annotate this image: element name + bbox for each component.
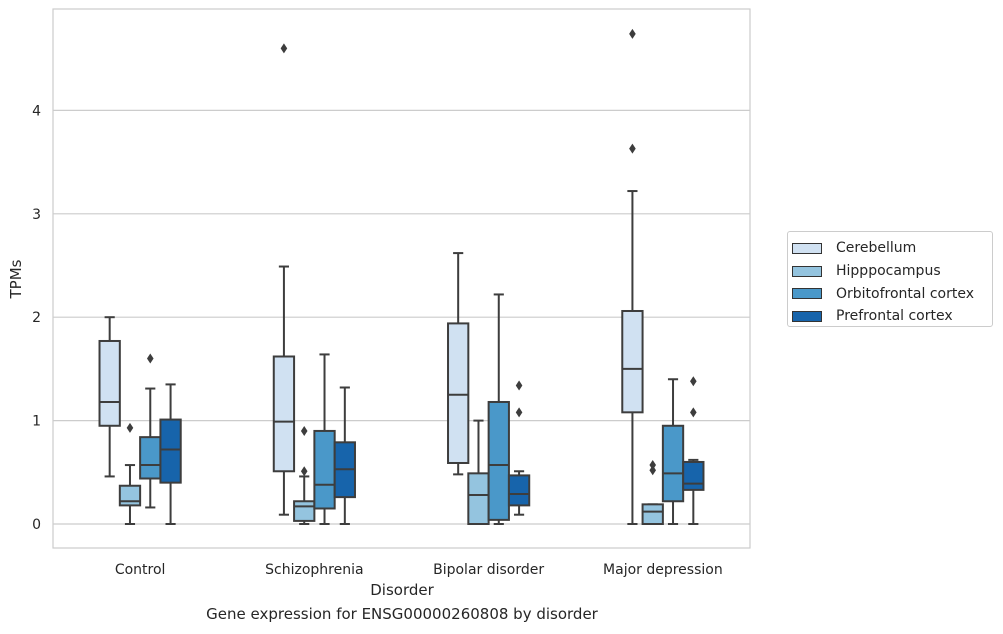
box-cerebellum-major-depression [621, 28, 644, 525]
box-orbitofrontal-cortex-control [139, 353, 162, 509]
iqr-box [139, 436, 162, 480]
box-prefrontal-cortex-bipolar-disorder [507, 380, 531, 516]
iqr-box [507, 474, 531, 507]
outlier-point [280, 43, 288, 54]
legend-item-cerebellum: Cerebellum [792, 237, 992, 260]
legend-swatch-cerebellum [792, 242, 822, 254]
legend-label-orbitofrontal-cortex: Orbitofrontal cortex [836, 285, 974, 302]
iqr-box [159, 418, 182, 484]
box-orbitofrontal-cortex-schizophrenia [313, 353, 336, 525]
y-tick-label: 1 [32, 414, 41, 430]
outlier-point [690, 376, 697, 387]
y-axis-ticks: 0 1 2 3 4 [32, 103, 41, 533]
x-tick-label: Schizophrenia [265, 562, 363, 578]
y-axis-label: TPMs [7, 259, 25, 299]
legend-swatch-orbitofrontal-cortex [792, 288, 822, 300]
iqr-box [447, 322, 470, 464]
y-tick-label: 4 [32, 103, 41, 119]
x-tick-label: Bipolar disorder [433, 562, 544, 578]
box-hipppocampus-control [118, 422, 142, 525]
outlier-point [300, 466, 308, 477]
iqr-box [682, 460, 705, 491]
x-tick-label: Control [115, 562, 166, 578]
legend-label-hippocampus: Hipppocampus [836, 263, 941, 280]
y-tick-label: 3 [32, 207, 41, 223]
iqr-box [621, 309, 644, 414]
y-tick-label: 2 [32, 310, 41, 326]
iqr-box [661, 424, 685, 503]
box-cerebellum-schizophrenia [272, 43, 296, 516]
outlier-point [515, 407, 523, 418]
iqr-box [313, 429, 336, 510]
box-orbitofrontal-cortex-major-depression [661, 378, 685, 525]
x-axis-label: Disorder [370, 581, 434, 599]
outlier-point [649, 460, 657, 471]
outlier-point [126, 422, 134, 433]
chart-caption: Gene expression for ENSG00000260808 by d… [206, 605, 598, 623]
box-hipppocampus-major-depression [641, 460, 664, 526]
outlier-point [649, 465, 657, 476]
outlier-point [515, 380, 523, 391]
legend-item-hippocampus: Hipppocampus [792, 260, 992, 283]
legend: Cerebellum Hipppocampus Orbitofrontal co… [787, 231, 993, 327]
outlier-point [300, 425, 308, 436]
iqr-box [98, 339, 121, 427]
outlier-point [629, 28, 636, 39]
x-tick-label: Major depression [603, 562, 723, 578]
legend-label-cerebellum: Cerebellum [836, 240, 917, 257]
box-hipppocampus-schizophrenia [293, 425, 316, 525]
plot-area-frame [52, 8, 751, 549]
y-tick-label: 0 [32, 517, 41, 533]
box-prefrontal-cortex-major-depression [682, 376, 705, 525]
iqr-box [272, 355, 296, 473]
legend-item-prefrontal-cortex: Prefrontal cortex [792, 305, 992, 328]
outlier-point [629, 143, 636, 154]
box-groups [98, 28, 705, 526]
outlier-point [146, 353, 154, 364]
legend-item-orbitofrontal-cortex: Orbitofrontal cortex [792, 282, 992, 305]
iqr-box [118, 484, 142, 507]
box-hipppocampus-bipolar-disorder [467, 419, 490, 526]
legend-label-prefrontal-cortex: Prefrontal cortex [836, 308, 953, 325]
outlier-point [690, 407, 697, 418]
x-axis-ticks: Control Schizophrenia Bipolar disorder Majo… [115, 562, 723, 578]
legend-swatch-prefrontal-cortex [792, 310, 822, 322]
box-prefrontal-cortex-schizophrenia [333, 386, 356, 525]
iqr-box [641, 503, 664, 526]
box-cerebellum-bipolar-disorder [447, 252, 470, 476]
box-prefrontal-cortex-control [159, 383, 182, 525]
iqr-box [487, 400, 510, 521]
iqr-box [467, 472, 490, 526]
iqr-box [293, 500, 316, 522]
box-cerebellum-control [98, 316, 121, 478]
legend-swatch-hippocampus [792, 265, 822, 277]
box-orbitofrontal-cortex-bipolar-disorder [487, 293, 510, 525]
